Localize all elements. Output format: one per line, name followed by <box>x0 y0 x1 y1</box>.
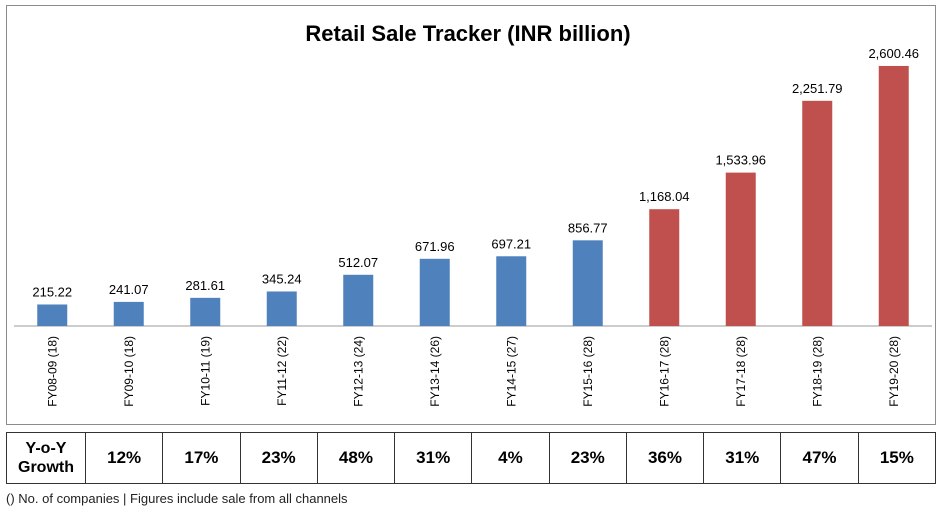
bar-7 <box>572 240 603 326</box>
yoy-growth-header-line1: Y-o-Y <box>25 440 67 457</box>
yoy-growth-cell-0: 12% <box>84 432 164 484</box>
value-label-3: 345.24 <box>262 271 302 286</box>
yoy-growth-header-line2: Growth <box>18 459 74 476</box>
value-label-5: 671.96 <box>415 239 455 254</box>
footnote: () No. of companies | Figures include sa… <box>6 491 348 506</box>
yoy-growth-cell-2: 23% <box>239 432 318 484</box>
bar-6 <box>496 256 527 326</box>
chart-title: Retail Sale Tracker (INR billion) <box>305 21 630 46</box>
value-label-1: 241.07 <box>109 282 149 297</box>
bar-2 <box>190 297 221 326</box>
value-label-6: 697.21 <box>491 236 531 251</box>
value-label-10: 2,251.79 <box>792 81 843 96</box>
bar-3 <box>266 291 297 326</box>
category-label-11: FY19-20 (28) <box>887 336 901 407</box>
category-label-7: FY15-16 (28) <box>581 336 595 407</box>
value-labels-group: 215.22 241.07 281.61 345.24 512.07 671.96 697.… <box>32 46 919 300</box>
yoy-growth-cell-4: 31% <box>394 432 473 484</box>
bar-10 <box>802 100 833 326</box>
bar-11 <box>878 65 909 327</box>
yoy-growth-cell-5: 4% <box>471 432 550 484</box>
yoy-growth-cell-8: 31% <box>703 432 782 484</box>
bar-8 <box>649 209 680 326</box>
value-label-7: 856.77 <box>568 220 608 235</box>
retail-sale-bar-chart: Retail Sale Tracker (INR billion) 215.22… <box>14 21 932 407</box>
category-label-3: FY11-12 (22) <box>275 336 289 406</box>
category-label-9: FY17-18 (28) <box>734 336 748 407</box>
yoy-growth-cell-1: 17% <box>162 432 241 484</box>
yoy-growth-cell-6: 23% <box>548 432 627 484</box>
yoy-growth-cell-3: 48% <box>316 432 396 484</box>
category-label-2: FY10-11 (19) <box>198 336 212 406</box>
bars-group <box>37 65 909 327</box>
category-label-0: FY08-09 (18) <box>45 336 59 407</box>
value-label-0: 215.22 <box>32 284 72 299</box>
category-label-6: FY14-15 (27) <box>504 336 518 407</box>
bar-9 <box>725 172 756 326</box>
category-labels-group: FY08-09 (18) FY09-10 (18) FY10-11 (19) FY11… <box>45 336 901 407</box>
value-label-11: 2,600.46 <box>868 46 919 61</box>
category-label-5: FY13-14 (26) <box>428 336 442 407</box>
category-label-8: FY16-17 (28) <box>657 336 671 407</box>
yoy-growth-table: Y-o-Y Growth 12% 17% 23% 48% 31% 4% 23% 36% 31% 4… <box>6 432 937 484</box>
category-label-4: FY12-13 (24) <box>351 336 365 407</box>
value-label-9: 1,533.96 <box>715 153 766 168</box>
bar-5 <box>419 258 450 326</box>
chart-container: Retail Sale Tracker (INR billion) 215.22… <box>6 5 936 425</box>
bar-1 <box>113 301 144 326</box>
yoy-growth-cell-7: 36% <box>625 432 705 484</box>
yoy-growth-cell-10: 15% <box>857 432 937 484</box>
yoy-growth-header: Y-o-Y Growth <box>6 432 86 484</box>
yoy-growth-cell-9: 47% <box>780 432 859 484</box>
value-label-8: 1,168.04 <box>639 189 690 204</box>
bar-0 <box>37 304 68 326</box>
category-label-10: FY18-19 (28) <box>810 336 824 407</box>
yoy-growth-row: Y-o-Y Growth 12% 17% 23% 48% 31% 4% 23% 36% 31% 4… <box>6 432 937 484</box>
value-label-4: 512.07 <box>338 255 378 270</box>
bar-4 <box>343 274 374 326</box>
value-label-2: 281.61 <box>185 278 225 293</box>
category-label-1: FY09-10 (18) <box>122 336 136 407</box>
